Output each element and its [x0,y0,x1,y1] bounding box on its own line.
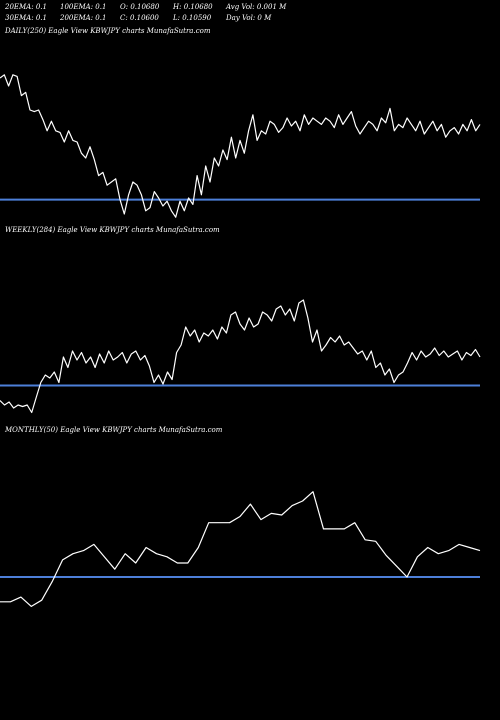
header-close: C: 0.10600 [120,14,159,22]
daily-price-line [0,74,481,218]
header-ema200: 200EMA: 0.1 [60,14,107,22]
monthly-chart-title: MONTHLY(50) Eagle View KBWJPY charts Mun… [5,426,223,434]
header-low: L: 0.10590 [173,14,212,22]
weekly-chart-title: WEEKLY(284) Eagle View KBWJPY charts Mun… [5,226,220,234]
weekly-price-line [0,299,481,414]
header-avg-vol: Avg Vol: 0.001 M [226,3,287,11]
daily-chart-title: DAILY(250) Eagle View KBWJPY charts Muna… [5,27,211,35]
header-high: H: 0.10680 [173,3,213,11]
header-ema30: 30EMA: 0.1 [5,14,47,22]
monthly-price-line [0,491,481,608]
header-ema100: 100EMA: 0.1 [60,3,107,11]
header-open: O: 0.10680 [120,3,160,11]
header-ema20: 20EMA: 0.1 [5,3,47,11]
header-day-vol: Day Vol: 0 M [226,14,272,22]
